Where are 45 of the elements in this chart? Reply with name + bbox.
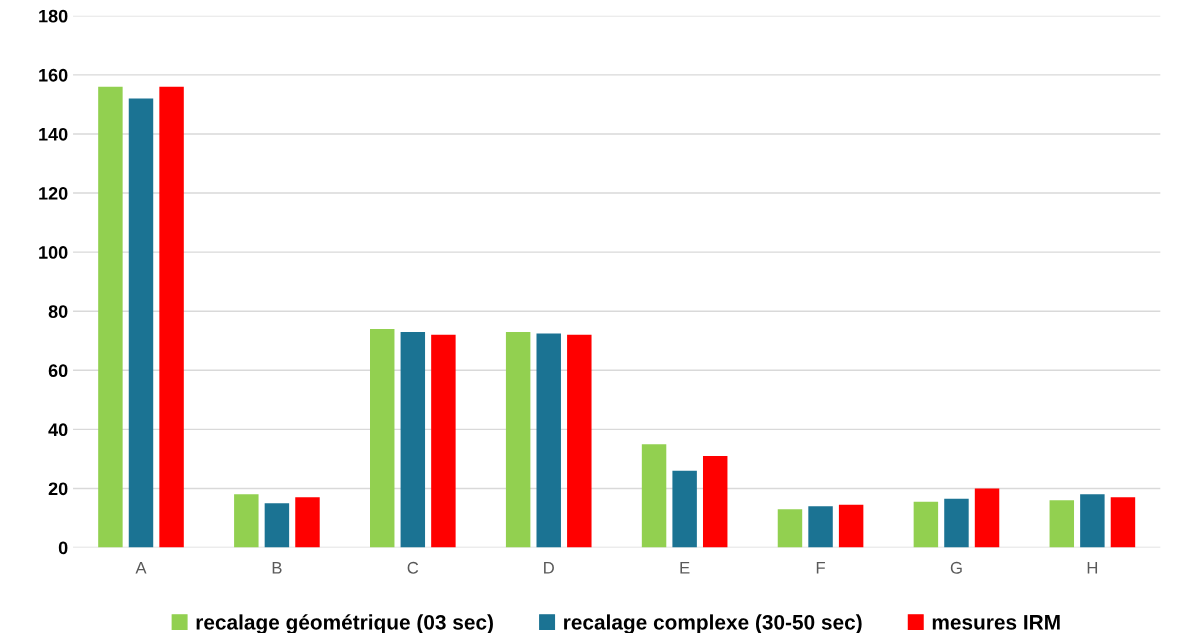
y-tick-label: 80 [48, 305, 68, 318]
legend-label: recalage géométrique (03 sec) [196, 614, 493, 633]
bar [838, 504, 864, 548]
x-tick-label: F [816, 562, 825, 574]
bar [400, 331, 426, 548]
bar [808, 506, 833, 548]
legend-label: mesures IRM [932, 615, 1060, 630]
bar [944, 498, 969, 548]
y-tick-label: 20 [48, 482, 68, 496]
bar [913, 501, 939, 548]
y-tick-label: 160 [39, 68, 68, 82]
y-tick-label: 140 [39, 127, 68, 141]
bar [702, 455, 728, 548]
x-tick-label: D [544, 562, 554, 574]
y-tick-label: 0 [58, 541, 68, 555]
x-tick-label: E [680, 562, 690, 574]
bar [264, 503, 290, 548]
y-tick-label: 180 [39, 9, 68, 23]
bar [1049, 500, 1075, 548]
bar [128, 98, 154, 548]
x-tick-label: A [135, 562, 147, 574]
x-tick-label: C [407, 561, 419, 574]
x-tick-label: G [950, 561, 962, 574]
bar [777, 509, 803, 548]
bar [672, 470, 697, 548]
bar [370, 328, 395, 548]
bar [159, 86, 184, 548]
bar [974, 488, 1000, 548]
y-tick-label: 60 [48, 364, 68, 378]
bar [505, 331, 531, 548]
bar [641, 444, 667, 548]
bar [431, 334, 456, 548]
bar [1080, 494, 1105, 548]
y-tick-label: 100 [39, 246, 68, 259]
y-tick-label: 40 [48, 423, 68, 437]
bar [567, 334, 592, 548]
x-tick-label: H [1087, 562, 1098, 574]
bar [98, 86, 123, 548]
bar [295, 497, 320, 548]
bar [536, 333, 561, 548]
x-tick-label: B [272, 562, 282, 574]
legend-label: recalage complexe (30-50 sec) [564, 614, 862, 633]
bar [234, 494, 259, 548]
bar [1110, 497, 1136, 548]
y-tick-label: 120 [39, 187, 68, 200]
